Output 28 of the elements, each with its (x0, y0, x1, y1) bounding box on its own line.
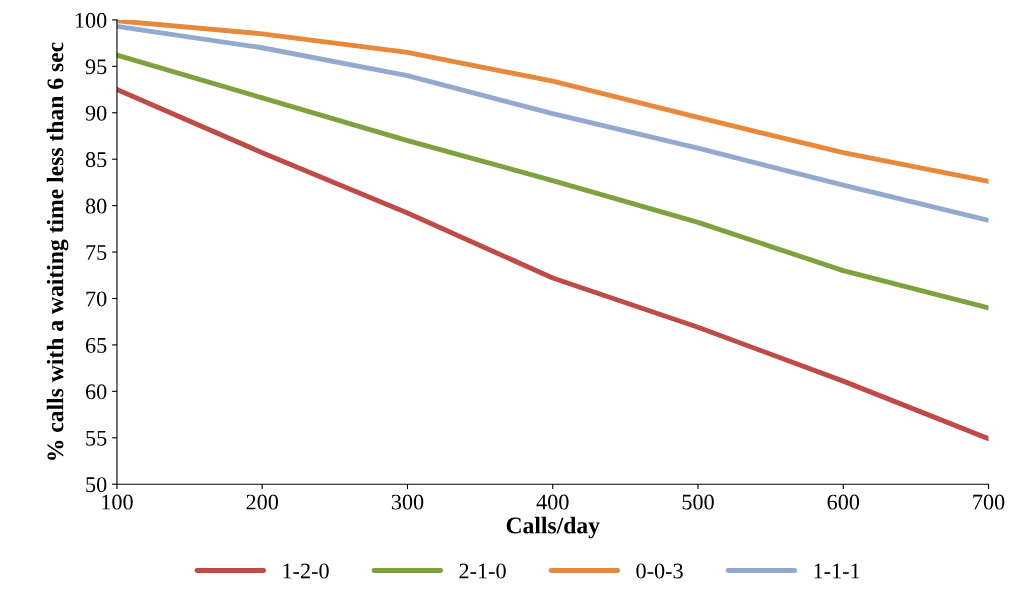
x-tick-label: 700 (973, 494, 1005, 510)
x-tick-label: 200 (246, 494, 279, 510)
line-series (116, 52, 989, 311)
line-series (116, 87, 989, 442)
y-tick-label: 80 (85, 198, 107, 214)
y-tick-label: 75 (86, 245, 107, 260)
y-tick-label: 95 (85, 59, 107, 75)
y-tick-label: 70 (86, 291, 107, 307)
x-tick-label: 300 (391, 494, 424, 510)
y-tick-label: 50 (86, 477, 107, 493)
legend-label: 1-1-1 (814, 563, 860, 579)
x-axis-title: Calls/day (506, 516, 600, 539)
x-tick-label: 400 (536, 494, 569, 510)
legend-label: 2-1-0 (459, 563, 506, 579)
y-axis-title: % calls with a waiting time less than 6 sec (46, 42, 69, 460)
y-tick-label: 100 (75, 12, 107, 28)
x-tick-label: 600 (827, 494, 860, 510)
y-tick-label: 85 (85, 152, 107, 168)
y-tick-label: 55 (86, 430, 107, 446)
x-tick-label: 500 (682, 494, 714, 510)
legend-label: 1-2-0 (283, 563, 329, 579)
legend-label: 0-0-3 (636, 563, 683, 579)
y-tick-label: 60 (85, 384, 107, 400)
line-series (116, 19, 989, 184)
y-tick-label: 65 (85, 337, 107, 353)
x-tick-label: 100 (102, 494, 133, 510)
y-tick-label: 90 (85, 105, 107, 121)
line-series (116, 23, 989, 223)
